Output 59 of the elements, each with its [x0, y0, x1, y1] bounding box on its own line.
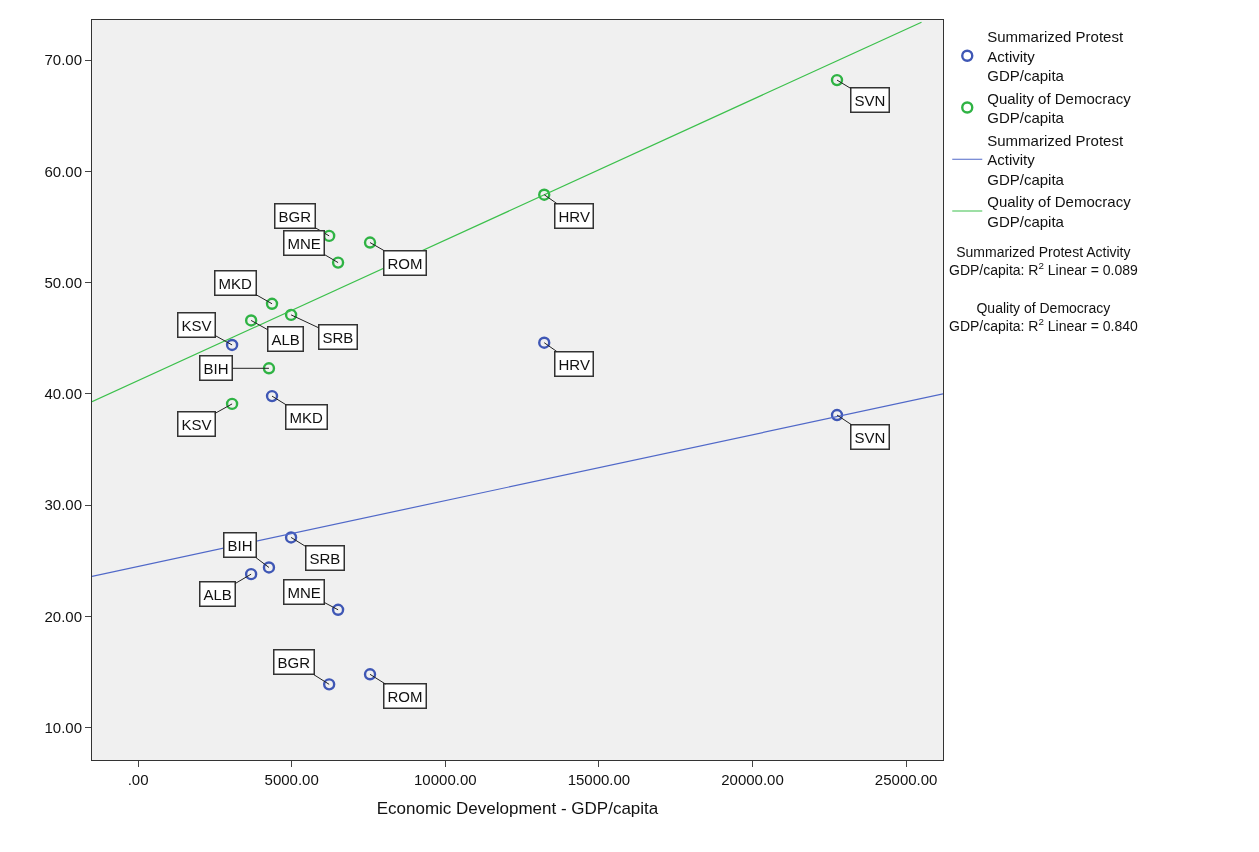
annotation: SVN [854, 428, 886, 446]
point [265, 389, 279, 403]
point [244, 314, 258, 327]
y-tick-label: 40.00 [44, 385, 82, 403]
annotation: ROM [387, 254, 423, 272]
annotation: BIH [227, 536, 253, 554]
annotation: HRV [558, 355, 590, 373]
annotation: HRV [558, 207, 590, 225]
x-tick-label: 20000.00 [721, 771, 784, 788]
point [225, 397, 239, 411]
text: Quality of Democracy GDP/capita: R$^{2}$ Linear = 0.840 [949, 300, 1138, 335]
x-tick-label: 5000.00 [264, 771, 319, 788]
point [538, 188, 551, 201]
legend-label: Quality of Democracy GDP/capita [987, 193, 1132, 230]
annotation: MKD [289, 408, 323, 426]
y-tick-label: 30.00 [44, 496, 82, 514]
annotation: KSV [181, 316, 212, 334]
annotation: BIH [203, 359, 229, 377]
y-tick-label: 60.00 [44, 162, 82, 180]
annotation: SVN [854, 91, 886, 109]
point [830, 73, 844, 87]
point [284, 531, 298, 544]
x-tick-label: 15000.00 [567, 771, 631, 788]
annotation: BGR [277, 653, 311, 671]
point [331, 603, 345, 616]
point [363, 668, 377, 681]
y-tick-label: 20.00 [44, 607, 82, 625]
annotation: KSV [181, 415, 212, 433]
annotation: MNE [287, 583, 321, 601]
point [363, 236, 377, 249]
annotation: ROM [387, 687, 423, 705]
annotation: MKD [218, 274, 252, 292]
point [331, 256, 345, 269]
point [830, 408, 844, 422]
point [262, 561, 276, 574]
text: Summarized Protest Activity GDP/capita: R$^{2}$ Linear = 0.089 [949, 244, 1138, 279]
annotation: ALB [203, 585, 232, 603]
point [265, 297, 279, 310]
annotation: SRB [309, 549, 341, 567]
x-tick-label: .00 [127, 771, 149, 788]
annotation: SRB [322, 328, 354, 346]
x-tick-label: 25000.00 [874, 771, 938, 788]
point [538, 336, 551, 349]
annotation: BGR [278, 207, 312, 225]
point [225, 338, 239, 352]
point [322, 678, 336, 691]
point [284, 308, 298, 322]
annotation: MNE [287, 234, 321, 252]
y-tick-label: 10.00 [44, 718, 82, 736]
point [244, 567, 258, 581]
legend-label: Quality of Democracy GDP/capita [987, 89, 1132, 127]
y-tick-label: 50.00 [44, 273, 82, 291]
legend-label: Summarized Protest Activity GDP/capita [987, 131, 1124, 188]
point [262, 362, 276, 375]
y-tick-label: 70.00 [44, 51, 82, 69]
annotation: ALB [271, 330, 300, 348]
x-tick-label: 10000.00 [414, 771, 477, 788]
x-axis-title: Economic Development - GDP/capita [376, 799, 659, 819]
legend-label: Summarized Protest Activity GDP/capita [987, 28, 1124, 85]
